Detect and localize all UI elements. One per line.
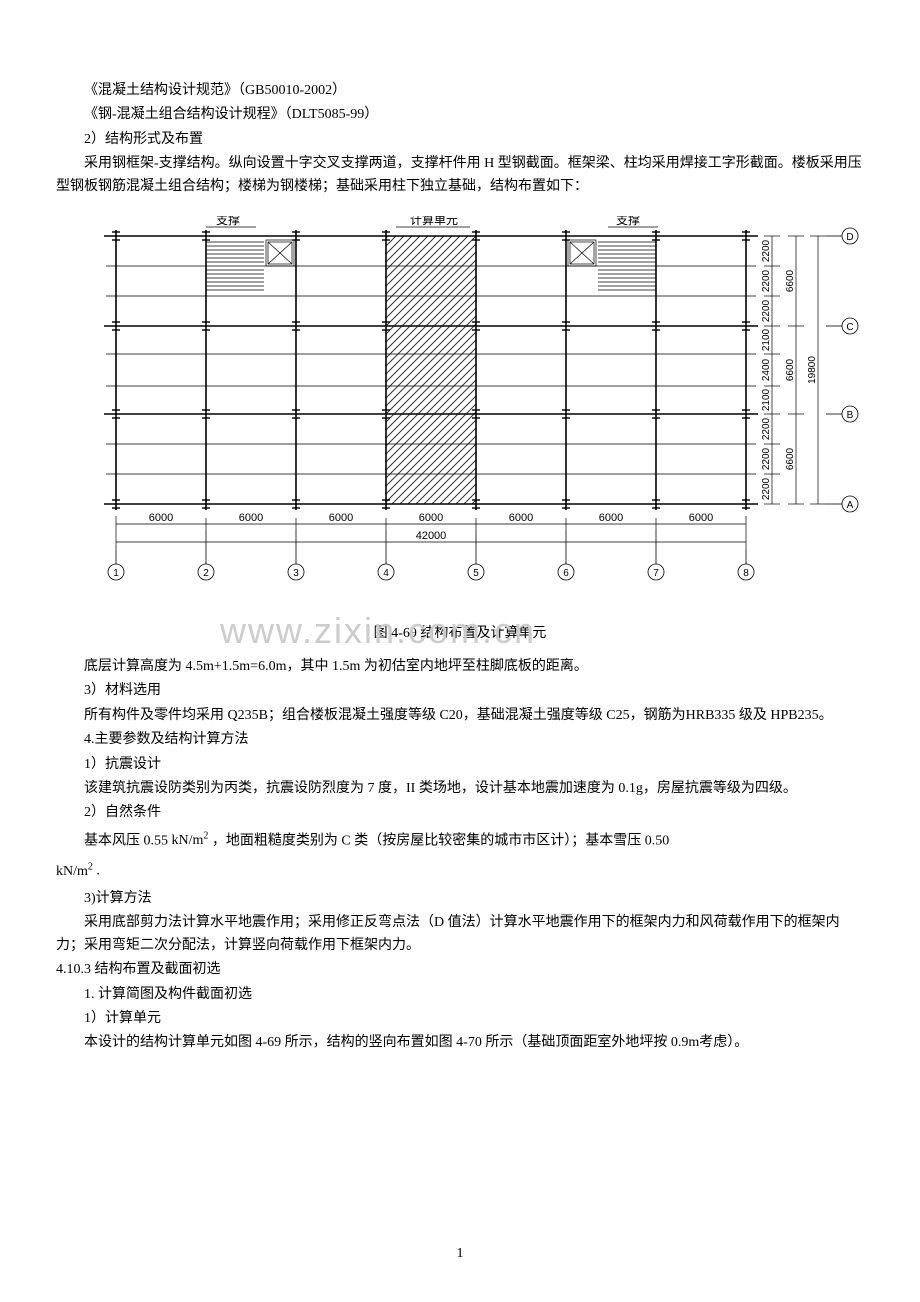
svg-text:2100: 2100 — [761, 328, 772, 351]
svg-text:6000: 6000 — [149, 512, 173, 524]
section-4-10-3: 4.10.3 结构布置及截面初选 — [56, 959, 864, 981]
wind-pressure-text-b: ，地面粗糙度类别为 C 类（按房屋比较密集的城市市区计）；基本雪压 0.50 — [212, 833, 669, 848]
svg-text:2200: 2200 — [761, 299, 772, 322]
svg-text:7: 7 — [653, 568, 659, 579]
svg-text:6000: 6000 — [329, 512, 353, 524]
structure-plan-svg: 支撑 计算单元 支撑 6000 6000 6000 6000 600 — [56, 216, 864, 616]
svg-text:6: 6 — [563, 568, 569, 579]
svg-text:5: 5 — [473, 568, 479, 579]
label-brace-right: 支撑 — [616, 216, 640, 227]
section-4-10-3-1: 1. 计算简图及构件截面初选 — [56, 984, 864, 1006]
after-figure-text: 底层计算高度为 4.5m+1.5m=6.0m，其中 1.5m 为初估室内地坪至柱… — [56, 656, 864, 678]
svg-text:6000: 6000 — [239, 512, 263, 524]
period: . — [96, 864, 100, 879]
svg-text:B: B — [847, 410, 854, 421]
ref-line-2: 《钢-混凝土组合结构设计规程》（DLT5085-99） — [56, 104, 864, 126]
svg-text:6000: 6000 — [599, 512, 623, 524]
section-3-title: 3）材料选用 — [56, 680, 864, 702]
section-4-1-body: 该建筑抗震设防类别为丙类，抗震设防烈度为 7 度，II 类场地，设计基本地震加速… — [56, 778, 864, 800]
svg-text:D: D — [846, 232, 853, 243]
svg-text:A: A — [847, 500, 854, 511]
svg-text:2400: 2400 — [761, 358, 772, 381]
svg-text:6000: 6000 — [689, 512, 713, 524]
section-2-body: 采用钢框架-支撑结构。纵向设置十字交叉支撑两道，支撑杆件用 H 型钢截面。框架梁… — [56, 153, 864, 198]
section-2-title: 2）结构形式及布置 — [56, 129, 864, 151]
svg-text:1: 1 — [113, 568, 119, 579]
section-4-3-title: 3)计算方法 — [56, 888, 864, 910]
wind-pressure-text-a: 基本风压 0.55 — [84, 833, 168, 848]
svg-text:2: 2 — [203, 568, 209, 579]
svg-text:2200: 2200 — [761, 447, 772, 470]
svg-text:6000: 6000 — [509, 512, 533, 524]
svg-text:2200: 2200 — [761, 239, 772, 262]
snow-unit-line: kN/m2 . — [56, 857, 864, 886]
section-4-1-title: 1）抗震设计 — [56, 754, 864, 776]
section-4-2-body: 基本风压 0.55 kN/m2 ，地面粗糙度类别为 C 类（按房屋比较密集的城市… — [56, 827, 864, 856]
label-brace-left: 支撑 — [216, 216, 240, 227]
unit-kn-m2-2: kN/m2 — [56, 864, 93, 879]
svg-text:6600: 6600 — [785, 447, 796, 470]
svg-text:19800: 19800 — [807, 356, 818, 384]
svg-text:6000: 6000 — [419, 512, 443, 524]
svg-text:6600: 6600 — [785, 358, 796, 381]
figure-4-69: 支撑 计算单元 支撑 6000 6000 6000 6000 600 — [56, 216, 864, 616]
page-number: 1 — [457, 1246, 464, 1262]
section-4-10-3-1-1-body: 本设计的结构计算单元如图 4-69 所示，结构的竖向布置如图 4-70 所示（基… — [56, 1032, 864, 1054]
svg-text:2200: 2200 — [761, 417, 772, 440]
label-unit: 计算单元 — [410, 216, 458, 227]
figure-caption: 图 4-69 结构布置及计算单元 — [56, 622, 864, 642]
svg-text:4: 4 — [383, 568, 389, 579]
svg-text:3: 3 — [293, 568, 299, 579]
section-4-title: 4.主要参数及结构计算方法 — [56, 729, 864, 751]
svg-text:42000: 42000 — [416, 530, 447, 542]
svg-text:2100: 2100 — [761, 388, 772, 411]
unit-kn-m2-1: kN/m2 — [172, 833, 209, 848]
svg-text:2200: 2200 — [761, 269, 772, 292]
ref-line-1: 《混凝土结构设计规范》（GB50010-2002） — [56, 80, 864, 102]
section-3-body: 所有构件及零件均采用 Q235B；组合楼板混凝土强度等级 C20，基础混凝土强度… — [56, 705, 864, 727]
section-4-10-3-1-1: 1）计算单元 — [56, 1008, 864, 1030]
svg-text:C: C — [846, 322, 853, 333]
svg-text:8: 8 — [743, 568, 749, 579]
svg-text:6600: 6600 — [785, 269, 796, 292]
section-4-3-body: 采用底部剪力法计算水平地震作用；采用修正反弯点法（D 值法）计算水平地震作用下的… — [56, 912, 864, 957]
svg-text:2200: 2200 — [761, 477, 772, 500]
section-4-2-title: 2）自然条件 — [56, 802, 864, 824]
